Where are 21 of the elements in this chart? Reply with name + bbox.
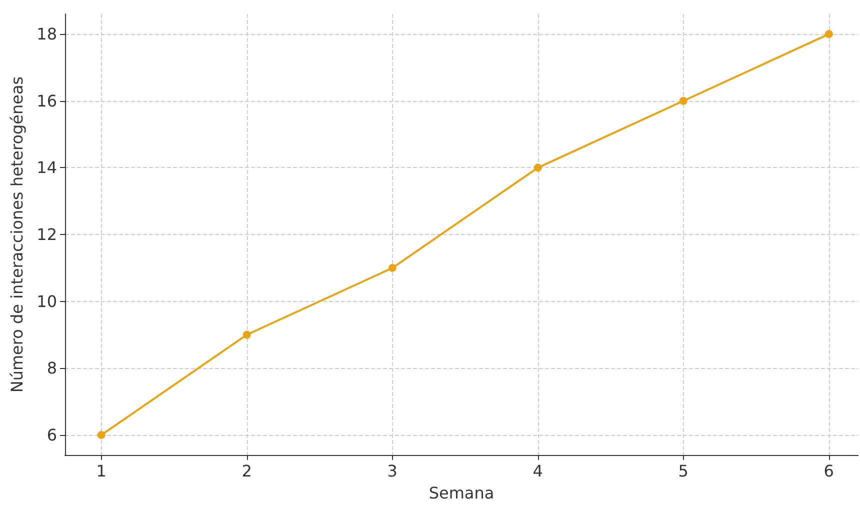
point xyxy=(679,96,688,105)
point xyxy=(242,330,251,339)
y-tick-label: 8 xyxy=(46,358,57,378)
x-tick-label: 5 xyxy=(678,462,688,480)
x-tick-label: 4 xyxy=(532,462,543,480)
x-axis-title: Semana xyxy=(428,484,494,502)
y-tick-label: 18 xyxy=(36,24,57,44)
x-tick-label: 1 xyxy=(96,462,106,480)
x-tick-label: 2 xyxy=(242,462,252,480)
y-tick-label: 12 xyxy=(36,225,57,244)
y-tick-label: 16 xyxy=(36,91,57,110)
y-tick-label: 6 xyxy=(46,425,57,444)
x-tick-label: 3 xyxy=(387,462,398,480)
point xyxy=(534,164,542,172)
x-tick-label: 6 xyxy=(824,462,834,480)
y-axis-title: Número de interacciones heterogéneas xyxy=(8,76,26,393)
y-tick-label: 10 xyxy=(36,292,57,311)
y-tick-label: 14 xyxy=(36,158,57,178)
point xyxy=(388,264,396,272)
point xyxy=(824,30,833,38)
point xyxy=(97,430,106,439)
